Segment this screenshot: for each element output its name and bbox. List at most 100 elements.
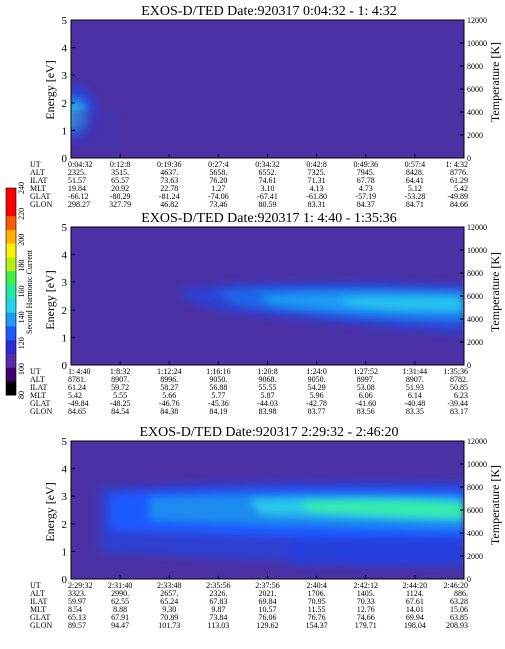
footer-cell: 94.47 <box>111 621 129 630</box>
footer-cell: -49.89 <box>447 192 468 201</box>
footer-cell: 0:42:8 <box>306 160 326 169</box>
footer-cell: 1:27:52 <box>354 367 378 376</box>
footer-cell: 4.13 <box>310 184 324 193</box>
footer-cell: 61.24 <box>68 383 86 392</box>
spectrogram-panel-1: EXOS-D/TED Date:920317 0:04:32 - 1: 4:32… <box>30 4 502 209</box>
footer-cell: -53.28 <box>405 192 426 201</box>
y-right-tick-label: 8000 <box>467 483 483 492</box>
footer-cell: 2:35:56 <box>206 581 230 590</box>
footer-row-label: GLON <box>30 621 52 630</box>
y-tick-label: 0 <box>62 574 68 586</box>
footer-row-label: ALT <box>30 589 45 598</box>
footer-cell: 8.88 <box>113 605 127 614</box>
footer-cell: 73.63 <box>160 176 178 185</box>
panel-2-ylabel: Energy [eV] <box>43 270 57 329</box>
footer-cell: 0:27:4 <box>208 160 228 169</box>
footer-cell: 327.79 <box>109 200 131 209</box>
colorbar-tick-label: 200 <box>17 234 26 246</box>
y-tick-label: 4 <box>62 464 68 476</box>
y-tick-label: 3 <box>62 277 68 289</box>
panel-1-y-ticks: 0 1 2 3 4 5 <box>62 15 75 165</box>
footer-cell: 83.31 <box>308 200 326 209</box>
footer-row-label: ILAT <box>30 597 47 606</box>
spectrogram-panel-2: EXOS-D/TED Date:920317 1: 4:40 - 1:35:36… <box>30 211 502 416</box>
footer-row-label: UT <box>30 581 41 590</box>
y-right-tick-label: 8000 <box>467 269 483 278</box>
footer-cell: 80.59 <box>259 200 277 209</box>
footer-cell: 886. <box>454 589 468 598</box>
footer-cell: 8781. <box>68 375 86 384</box>
footer-row-label: ILAT <box>30 176 47 185</box>
footer-cell: 0:57:4 <box>405 160 425 169</box>
y-right-tick-label: 2000 <box>467 338 483 347</box>
colorbar-segment <box>6 367 16 382</box>
footer-cell: 69.94 <box>406 613 424 622</box>
footer-cell: 61.29 <box>450 176 468 185</box>
y-tick-label: 5 <box>62 436 68 448</box>
footer-cell: -61.80 <box>306 192 327 201</box>
footer-cell: 59.97 <box>68 597 86 606</box>
footer-row-label: UT <box>30 367 41 376</box>
colorbar-ticks: 80 100 120 140 160 180 200 220 240 <box>17 182 26 399</box>
footer-cell: 1:16:16 <box>206 367 230 376</box>
colorbar-tick-label: 240 <box>17 182 26 194</box>
footer-cell: 7945. <box>357 168 375 177</box>
footer-cell: 2:31:40 <box>108 581 132 590</box>
footer-cell: 22.78 <box>160 184 178 193</box>
colorbar-tick-label: 180 <box>17 260 26 272</box>
footer-cell: 2:29:32 <box>68 581 92 590</box>
colorbar-tick-label: 120 <box>17 337 26 349</box>
panel-1-title: EXOS-D/TED Date:920317 0:04:32 - 1: 4:32 <box>141 4 396 19</box>
footer-cell: 1:31:44 <box>403 367 427 376</box>
y-tick-label: 4 <box>62 250 68 262</box>
footer-cell: 0:19:36 <box>157 160 181 169</box>
y-right-tick-label: 0 <box>467 361 471 370</box>
y-right-tick-label: 4000 <box>467 315 483 324</box>
y-tick-label: 1 <box>62 332 68 344</box>
footer-cell: -80.29 <box>110 192 131 201</box>
footer-cell: 8907. <box>111 375 129 384</box>
footer-cell: 76.20 <box>209 176 227 185</box>
footer-cell: 2990. <box>111 589 129 598</box>
footer-cell: 50.85 <box>450 383 468 392</box>
footer-cell: 67.61 <box>406 597 424 606</box>
footer-cell: 2326. <box>209 589 227 598</box>
footer-cell: 6552. <box>259 168 277 177</box>
footer-row-label: MLT <box>30 605 46 614</box>
footer-cell: 1.27 <box>211 184 225 193</box>
y-right-tick-label: 12000 <box>467 223 487 232</box>
footer-cell: 5.87 <box>261 391 275 400</box>
footer-cell: 84.38 <box>160 407 178 416</box>
footer-cell: 5.96 <box>310 391 324 400</box>
footer-row-label: GLAT <box>30 192 51 201</box>
footer-cell: 8996. <box>160 375 178 384</box>
footer-cell: 11.55 <box>308 605 326 614</box>
colorbar-segment <box>6 339 16 355</box>
colorbar-segment <box>6 353 16 368</box>
footer-cell: 14.01 <box>406 605 424 614</box>
footer-cell: 0:04:32 <box>68 160 92 169</box>
footer-cell: 3.10 <box>261 184 275 193</box>
colorbar-segment <box>6 298 16 313</box>
footer-row-label: GLON <box>30 200 52 209</box>
panel-1-ylabel: Energy [eV] <box>43 60 57 119</box>
footer-cell: 198.04 <box>404 621 426 630</box>
footer-cell: 113.03 <box>208 621 230 630</box>
footer-cell: 5658. <box>209 168 227 177</box>
colorbar-segment <box>6 215 16 230</box>
panel-1-footer-table: UT 0:04:32 0:12:8 0:19:36 0:27:4 0:34:32 0:42:… <box>30 154 468 209</box>
footer-cell: 129.62 <box>257 621 279 630</box>
footer-cell: 65.24 <box>160 597 178 606</box>
y-right-tick-label: 10000 <box>467 460 487 469</box>
y-right-tick-label: 2000 <box>467 552 483 561</box>
footer-row-label: ALT <box>30 168 45 177</box>
footer-cell: 5.55 <box>113 391 127 400</box>
y-tick-label: 2 <box>62 305 68 317</box>
footer-cell: -39.44 <box>447 399 468 408</box>
footer-cell: 19.84 <box>68 184 86 193</box>
footer-cell: -74.06 <box>208 192 229 201</box>
footer-cell: 8907. <box>406 375 424 384</box>
footer-cell: 2:37:56 <box>255 581 279 590</box>
footer-cell: 2657. <box>160 589 178 598</box>
footer-cell: 76.76 <box>308 613 326 622</box>
